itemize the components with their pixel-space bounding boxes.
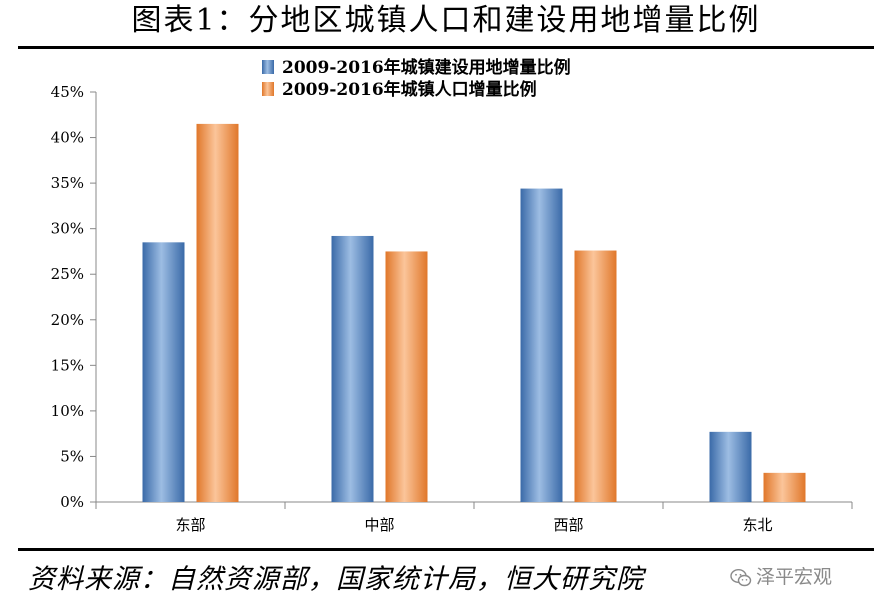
legend-swatch [262, 60, 274, 74]
y-tick-label: 20% [51, 311, 84, 329]
y-tick-label: 15% [51, 356, 84, 374]
bottom-rule [18, 548, 874, 551]
watermark-text: 泽平宏观 [756, 566, 833, 588]
y-tick-label: 40% [51, 129, 84, 147]
bar-land-3 [709, 431, 752, 502]
y-tick-label: 45% [51, 83, 84, 101]
bar-land-0 [142, 242, 185, 503]
y-tick-label: 30% [51, 220, 84, 238]
source-note: 资料来源：自然资源部，国家统计局，恒大研究院 [28, 564, 644, 595]
bar-land-2 [520, 188, 563, 503]
watermark: 泽平宏观 [730, 562, 832, 592]
top-rule [18, 46, 874, 49]
y-tick-label: 25% [51, 265, 84, 283]
x-tick-label: 东部 [175, 516, 205, 534]
legend-label: 2009-2016年城镇人口增量比例 [282, 79, 537, 100]
chart-bars [142, 123, 806, 503]
x-tick-label: 西部 [553, 516, 583, 534]
y-tick-label: 35% [51, 174, 84, 192]
bar-population-3 [763, 472, 806, 502]
y-tick-label: 10% [51, 402, 84, 420]
bar-population-2 [574, 250, 617, 502]
figure-title: 图表1：分地区城镇人口和建设用地增量比例 [131, 3, 761, 38]
y-tick-label: 0% [60, 493, 84, 511]
x-tick-label: 中部 [364, 516, 394, 534]
wechat-icon [730, 568, 752, 586]
bar-land-1 [331, 235, 374, 502]
y-tick-label: 5% [60, 447, 84, 465]
legend-swatch [262, 82, 274, 96]
x-tick-label: 东北 [742, 516, 772, 534]
bar-population-1 [385, 251, 428, 502]
chart-axes: 0% 5% 10% 15% 20% 25% 30% 35% 40% 45% 东部 中部 西部 东北 [51, 83, 853, 534]
legend-label: 2009-2016年城镇建设用地增量比例 [282, 57, 571, 78]
bar-population-0 [196, 123, 239, 502]
